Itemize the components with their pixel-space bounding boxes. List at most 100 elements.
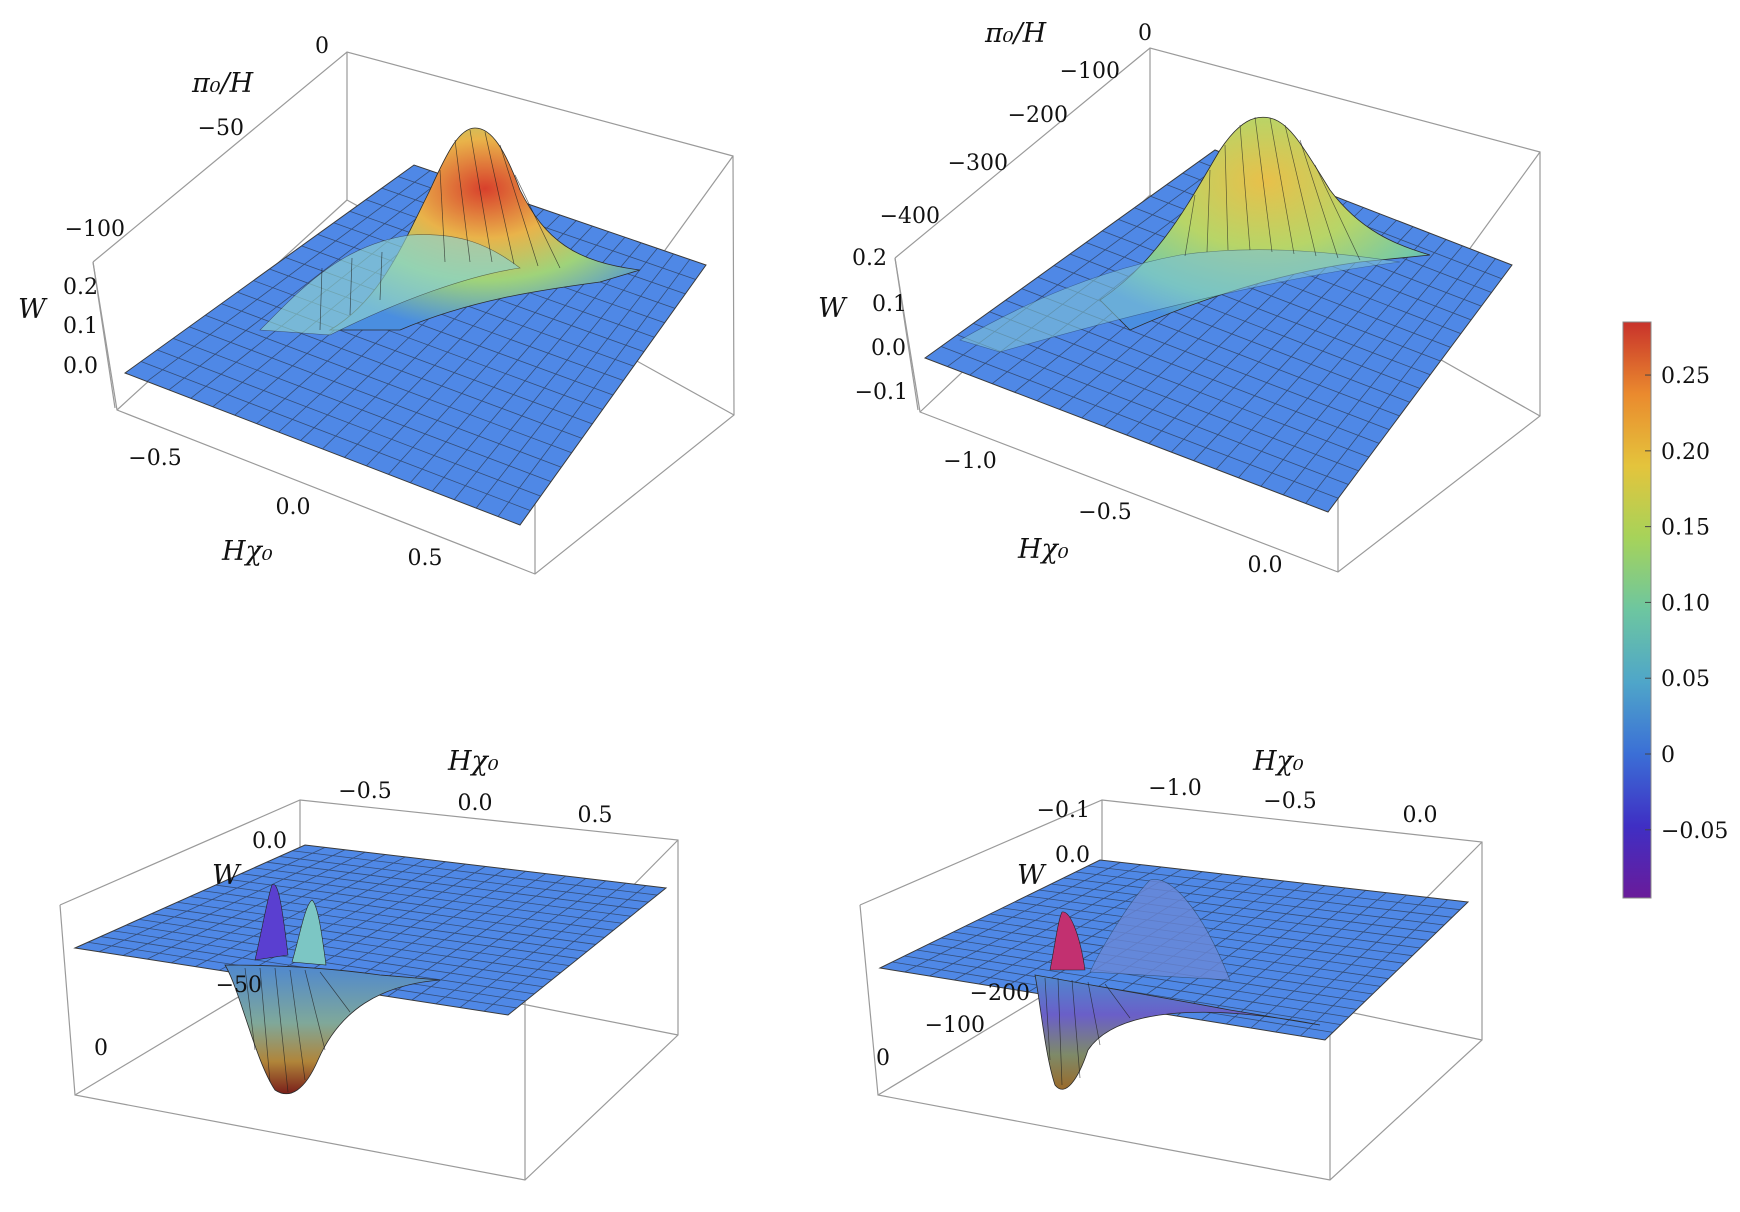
x-axis-label: Hχ₀	[1252, 746, 1304, 777]
y-tick-4: −400	[880, 204, 940, 229]
colorbar-tick-label: 0.10	[1661, 591, 1710, 616]
x-tick-2: 0.5	[408, 546, 443, 571]
x-tick-1: 0.0	[458, 791, 493, 816]
tick-labels: 0 −100 −200 −300 −400 0.2 0.1 0.0 −0.1 −…	[852, 21, 1283, 578]
colorbar-tick-label: 0.05	[1661, 667, 1710, 692]
z-tick-0: 0.2	[63, 275, 98, 300]
surface-trough	[1034, 879, 1321, 1090]
surface-plane	[73, 844, 668, 1016]
x-tick-1: −0.5	[1078, 500, 1131, 525]
mesh-line	[1282, 251, 1480, 496]
tick-labels: 0 −50 −100 0.2 0.1 0.0 −0.5 0.0 0.5	[63, 34, 443, 571]
surface-trough	[224, 884, 441, 1095]
z-tick-3: −0.1	[855, 380, 908, 405]
colorbar-bar	[1622, 321, 1652, 899]
mesh-line	[1126, 883, 1305, 1009]
z-tick-1: 0.1	[872, 292, 907, 317]
mesh-line	[146, 170, 431, 382]
z-tick-2: 0.0	[871, 336, 906, 361]
x-axis-label: Hχ₀	[221, 536, 273, 567]
mesh-line	[459, 882, 627, 1008]
mesh-line	[475, 253, 674, 509]
mesh-line	[435, 880, 607, 1005]
mesh-line	[431, 242, 642, 492]
colorbar: 0.25 0.20 0.15 0.10 0.05 0 −0.05	[1622, 321, 1728, 899]
mesh-line	[453, 248, 658, 500]
mesh-line	[219, 858, 426, 971]
y-tick-2: 0	[876, 1046, 890, 1071]
mesh-line	[339, 870, 526, 990]
axis-labels: π₀/H W Hχ₀	[18, 68, 273, 567]
x-axis-label: Hχ₀	[447, 746, 499, 777]
mesh-line	[387, 875, 566, 997]
x-tick-2: 0.0	[1403, 803, 1438, 828]
colorbar-tick-label: 0.20	[1661, 440, 1710, 465]
mesh-line	[168, 175, 447, 391]
z-axis-label: W	[1017, 860, 1047, 891]
mesh-line	[411, 878, 587, 1001]
panel-bottom-right: −1.0 −0.5 0.0 −0.1 0.0 −200 −100 0 Hχ₀ W	[859, 746, 1483, 1181]
y-axis-label: π₀/H	[984, 18, 1047, 49]
axis-labels: π₀/H W Hχ₀	[818, 18, 1069, 565]
y-tick-1: −100	[925, 1013, 985, 1038]
x-tick-0: −0.5	[338, 779, 391, 804]
mesh-line	[1305, 258, 1496, 504]
z-tick-2: 0.0	[63, 354, 98, 379]
mesh-line	[1238, 239, 1447, 479]
colorbar-tick-label: 0.15	[1661, 516, 1710, 541]
surface-peak	[259, 127, 641, 336]
y-tick-1: −50	[198, 116, 244, 141]
colorbar-tick-label: 0	[1661, 743, 1675, 768]
x-tick-2: 0.5	[578, 803, 613, 828]
y-tick-0: 0	[315, 34, 329, 59]
mesh-line	[315, 868, 506, 986]
x-axis-label: Hχ₀	[1017, 534, 1069, 565]
y-tick-2: −100	[65, 217, 125, 242]
z-axis-label: W	[18, 294, 48, 325]
z-axis-label: W	[212, 860, 242, 891]
y-axis-label: π₀/H	[191, 68, 254, 99]
y-tick-1: 0	[94, 1036, 108, 1061]
y-tick-3: −300	[948, 151, 1008, 176]
colorbar-tick-label: 0.25	[1661, 364, 1710, 389]
panel-bottom-left: −0.5 0.0 0.5 0.0 −50 0 Hχ₀ W	[59, 746, 679, 1181]
mesh-line	[98, 847, 326, 953]
x-tick-1: 0.0	[276, 495, 311, 520]
x-tick-0: −0.5	[128, 446, 181, 471]
mesh-line	[1201, 890, 1367, 1021]
y-tick-1: −100	[1060, 59, 1120, 84]
mesh-line	[497, 259, 691, 517]
mesh-line	[929, 864, 1142, 977]
mesh-line	[363, 873, 546, 994]
surface-peak	[959, 116, 1431, 353]
mesh-line	[483, 885, 647, 1012]
mesh-line	[195, 856, 406, 967]
z-tick-1: 0.1	[63, 314, 98, 339]
mesh-line	[1176, 887, 1346, 1017]
y-tick-0: 0	[1138, 21, 1152, 46]
mesh-line	[904, 861, 1121, 973]
z-tick-0: 0.2	[852, 246, 887, 271]
tick-labels: −1.0 −0.5 0.0 −0.1 0.0 −200 −100 0	[876, 776, 1438, 1071]
mesh-line	[1193, 226, 1414, 461]
axis-labels: Hχ₀ W	[1017, 746, 1304, 891]
z-tick-0: 0.0	[252, 829, 287, 854]
tick-labels: −0.5 0.0 0.5 0.0 −50 0	[94, 779, 613, 1061]
x-tick-0: −1.0	[1148, 776, 1201, 801]
axis-labels: Hχ₀ W	[212, 746, 499, 891]
z-axis-label: W	[818, 293, 848, 324]
mesh-line	[1250, 894, 1407, 1029]
mesh-line	[1215, 232, 1430, 470]
mesh-line	[1275, 897, 1428, 1033]
mesh-line	[1151, 885, 1326, 1013]
panel-top-right: 0 −100 −200 −300 −400 0.2 0.1 0.0 −0.1 −…	[818, 18, 1541, 578]
colorbar-tick-label: −0.05	[1661, 819, 1728, 844]
x-tick-1: −0.5	[1263, 789, 1316, 814]
mesh-line	[953, 866, 1162, 981]
mesh-line	[1225, 892, 1387, 1025]
mesh-line	[1300, 899, 1448, 1037]
y-tick-2: −200	[1008, 103, 1068, 128]
mesh-line	[1260, 245, 1463, 487]
panel-top-left: 0 −50 −100 0.2 0.1 0.0 −0.5 0.0 0.5 π₀/H…	[18, 34, 735, 575]
